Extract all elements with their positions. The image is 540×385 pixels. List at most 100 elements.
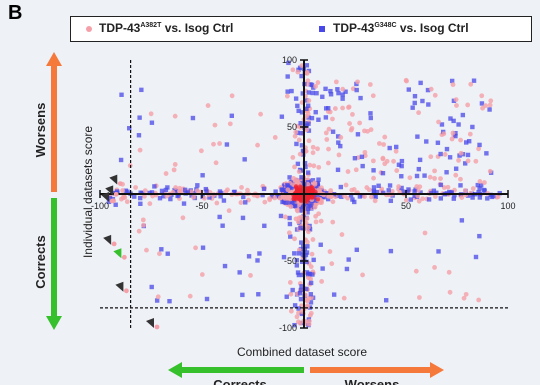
- data-point-g348c: [308, 280, 314, 286]
- data-point-g348c: [359, 154, 365, 160]
- data-point-a382t: [248, 273, 253, 278]
- data-point-g348c: [149, 120, 155, 125]
- data-point-g348c: [304, 106, 309, 112]
- data-point-g348c: [477, 186, 482, 191]
- data-point-g348c: [297, 291, 303, 296]
- data-point-g348c: [165, 185, 170, 190]
- data-point-g348c: [200, 173, 205, 178]
- data-point-g348c: [477, 195, 483, 200]
- data-point-g348c: [388, 248, 394, 254]
- data-point-a382t: [272, 135, 278, 140]
- data-point-g348c: [335, 167, 341, 173]
- legend-entry-g348c: TDP-43G348C vs. Isog Ctrl: [333, 21, 469, 35]
- data-point-a382t: [381, 142, 387, 147]
- data-point-a382t: [436, 119, 441, 125]
- data-point-a382t: [396, 184, 402, 189]
- data-point-a382t: [382, 134, 388, 140]
- data-point-a382t: [376, 141, 382, 146]
- data-point-g348c: [243, 200, 248, 205]
- data-point-g348c: [412, 189, 417, 194]
- data-point-g348c: [286, 60, 291, 66]
- data-point-a382t: [202, 195, 207, 201]
- data-point-g348c: [380, 170, 386, 176]
- data-point-a382t: [327, 249, 333, 254]
- data-point-g348c: [269, 194, 275, 199]
- x-axis-title: Combined dataset score: [237, 345, 367, 359]
- data-point-g348c: [139, 87, 144, 93]
- data-point-g348c: [414, 173, 420, 179]
- data-point-a382t: [178, 189, 184, 195]
- data-point-g348c: [352, 199, 357, 205]
- data-point-a382t: [432, 265, 437, 270]
- data-point-a382t: [288, 204, 294, 210]
- data-point-g348c: [376, 183, 381, 188]
- data-point-g348c: [422, 173, 427, 178]
- x-tick-label: -50: [195, 201, 208, 211]
- data-point-g348c: [416, 166, 422, 172]
- data-point-g348c: [394, 144, 399, 150]
- data-point-g348c: [204, 296, 210, 302]
- data-point-g348c: [285, 184, 290, 189]
- data-point-a382t: [336, 152, 342, 158]
- data-point-a382t: [187, 293, 193, 299]
- data-point-g348c: [451, 196, 457, 201]
- data-point-a382t: [282, 195, 288, 201]
- worsens-up-arrow: [46, 52, 62, 192]
- data-point-a382t: [328, 194, 334, 200]
- data-point-g348c: [295, 161, 301, 167]
- data-point-core: [304, 189, 309, 194]
- data-point-g348c: [304, 123, 310, 128]
- data-point-a382t: [470, 186, 476, 191]
- data-point-core: [297, 189, 303, 194]
- data-point-a382t: [298, 214, 304, 220]
- highlighted-point: [124, 288, 129, 294]
- data-point-a382t: [473, 158, 479, 164]
- data-point-a382t: [347, 121, 352, 126]
- data-point-g348c: [452, 192, 457, 198]
- data-point-g348c: [417, 157, 423, 163]
- data-point-g348c: [207, 195, 212, 200]
- data-point-a382t: [454, 103, 459, 108]
- data-point-g348c: [299, 208, 304, 213]
- data-point-g348c: [261, 186, 267, 192]
- data-point-g348c: [302, 160, 308, 166]
- data-point-a382t: [315, 146, 320, 152]
- data-point-a382t: [137, 147, 143, 153]
- data-point-g348c: [424, 139, 429, 144]
- data-point-a382t: [310, 144, 316, 150]
- data-point-a382t: [305, 275, 311, 281]
- data-point-core: [305, 195, 310, 200]
- data-point-g348c: [418, 80, 423, 86]
- data-point-a382t: [343, 182, 349, 188]
- data-point-g348c: [307, 271, 313, 277]
- data-point-a382t: [291, 175, 296, 181]
- highlighted-triangle: [113, 248, 122, 259]
- data-point-g348c: [256, 292, 261, 297]
- data-point-core: [295, 195, 300, 200]
- data-point-g348c: [408, 197, 414, 202]
- highlighted-point: [154, 324, 160, 330]
- data-point-g348c: [140, 190, 145, 196]
- data-point-a382t: [288, 291, 294, 297]
- data-point-g348c: [298, 121, 303, 126]
- data-point-a382t: [226, 208, 232, 214]
- data-point-a382t: [371, 175, 376, 181]
- data-point-a382t: [319, 279, 325, 284]
- data-point-g348c: [307, 305, 313, 310]
- data-point-g348c: [218, 194, 223, 199]
- data-point-a382t: [369, 194, 374, 200]
- data-point-g348c: [371, 190, 377, 195]
- data-point-g348c: [306, 90, 312, 95]
- data-point-a382t: [212, 122, 218, 128]
- data-point-a382t: [173, 185, 179, 190]
- data-point-a382t: [326, 146, 331, 152]
- data-point-g348c: [296, 251, 302, 256]
- data-point-g348c: [462, 161, 468, 166]
- data-point-g348c: [449, 190, 454, 195]
- data-point-g348c: [357, 194, 363, 199]
- data-point-a382t: [364, 185, 370, 190]
- data-point-g348c: [434, 190, 439, 196]
- data-point-g348c: [457, 153, 462, 158]
- data-point-a382t: [487, 102, 493, 108]
- data-point-g348c: [185, 190, 190, 195]
